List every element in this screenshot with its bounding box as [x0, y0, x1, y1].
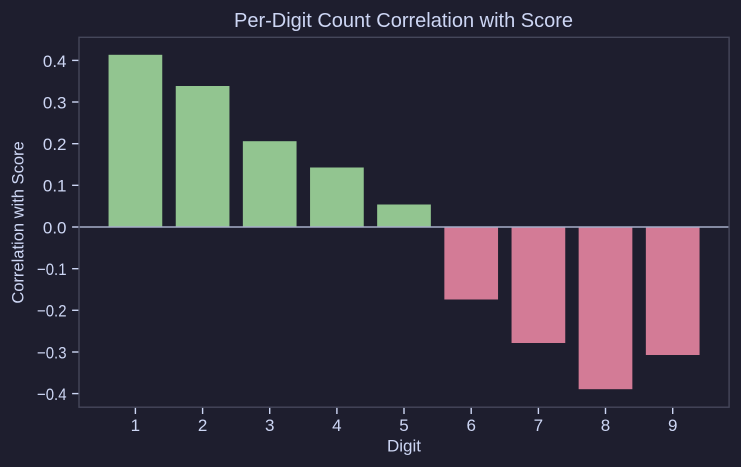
svg-text:8: 8: [601, 416, 610, 435]
svg-text:4: 4: [332, 416, 341, 435]
svg-text:0.4: 0.4: [43, 52, 67, 71]
svg-text:−0.1: −0.1: [37, 260, 67, 279]
svg-text:−0.2: −0.2: [37, 302, 67, 321]
svg-text:0.2: 0.2: [43, 135, 67, 154]
svg-text:Correlation with Score: Correlation with Score: [10, 141, 28, 303]
svg-text:5: 5: [399, 416, 408, 435]
svg-text:0.3: 0.3: [43, 93, 67, 112]
svg-text:1: 1: [131, 416, 140, 435]
svg-text:Per-Digit Count Correlation wi: Per-Digit Count Correlation with Score: [234, 10, 573, 32]
svg-text:−0.4: −0.4: [37, 385, 67, 404]
svg-text:−0.3: −0.3: [37, 343, 67, 362]
svg-text:3: 3: [265, 416, 274, 435]
svg-text:0.1: 0.1: [43, 177, 67, 196]
svg-text:6: 6: [466, 416, 475, 435]
svg-text:0.0: 0.0: [43, 218, 67, 237]
svg-text:9: 9: [668, 416, 677, 435]
svg-text:Digit: Digit: [387, 436, 421, 455]
svg-text:7: 7: [534, 416, 543, 435]
svg-text:2: 2: [198, 416, 207, 435]
